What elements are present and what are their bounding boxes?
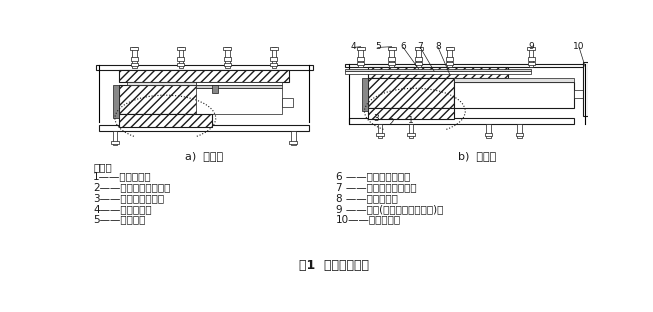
Text: 5——密封环；: 5——密封环；: [93, 215, 146, 225]
Bar: [111, 141, 119, 144]
Bar: [376, 133, 384, 136]
Bar: [454, 78, 574, 82]
Bar: [357, 62, 364, 65]
Bar: [486, 124, 491, 138]
Bar: [224, 63, 231, 66]
Bar: [272, 47, 276, 68]
Bar: [281, 97, 293, 107]
Text: 2: 2: [389, 118, 394, 127]
Bar: [177, 47, 185, 50]
Bar: [377, 124, 382, 138]
Bar: [197, 82, 281, 85]
Text: 4: 4: [350, 42, 356, 51]
Text: 9 ——锚栓(螺栓、套筒和螺杆)；: 9 ——锚栓(螺栓、套筒和螺杆)；: [336, 204, 443, 214]
Bar: [131, 47, 138, 50]
Bar: [409, 124, 413, 138]
Bar: [224, 57, 231, 61]
Bar: [415, 57, 422, 61]
Bar: [574, 90, 583, 97]
Bar: [178, 57, 184, 61]
Bar: [345, 69, 531, 71]
Bar: [529, 47, 534, 67]
Bar: [447, 47, 452, 67]
Text: 2——球面非金属滑板；: 2——球面非金属滑板；: [93, 182, 170, 192]
Bar: [131, 57, 138, 61]
Bar: [127, 82, 197, 85]
Bar: [388, 57, 395, 61]
Bar: [407, 133, 415, 136]
Bar: [178, 63, 184, 66]
Bar: [178, 47, 183, 68]
Bar: [112, 131, 118, 145]
Bar: [368, 78, 454, 108]
Bar: [270, 63, 278, 66]
Bar: [119, 85, 212, 115]
Text: 1——下支座板；: 1——下支座板；: [93, 171, 152, 181]
Bar: [270, 57, 278, 61]
Bar: [119, 115, 212, 127]
Bar: [527, 47, 535, 50]
Bar: [132, 47, 136, 68]
Text: 7: 7: [417, 42, 423, 51]
Bar: [291, 131, 296, 145]
Text: 8 ——球冠衬板；: 8 ——球冠衬板；: [336, 193, 398, 203]
Bar: [270, 47, 278, 50]
Bar: [289, 141, 297, 144]
Bar: [197, 88, 281, 115]
Bar: [389, 47, 394, 67]
Bar: [417, 47, 421, 67]
Bar: [131, 63, 138, 66]
Bar: [528, 57, 535, 61]
Bar: [345, 64, 585, 67]
Bar: [345, 71, 531, 74]
Text: a)  纵桥向: a) 纵桥向: [185, 151, 223, 161]
Bar: [415, 62, 422, 65]
Bar: [362, 78, 368, 110]
Bar: [516, 133, 523, 136]
Text: 8: 8: [436, 42, 441, 51]
Bar: [388, 62, 395, 65]
Text: 7 ——平面非金属滑板；: 7 ——平面非金属滑板；: [336, 182, 417, 192]
Bar: [415, 47, 422, 50]
Bar: [357, 57, 364, 61]
Bar: [99, 125, 309, 131]
Text: 4——上支座板；: 4——上支座板；: [93, 204, 152, 214]
Bar: [583, 62, 588, 116]
Text: 6: 6: [400, 42, 406, 51]
Bar: [357, 47, 364, 50]
Bar: [223, 47, 231, 50]
Text: b)  横桥向: b) 横桥向: [458, 151, 496, 161]
Text: 10: 10: [573, 42, 585, 51]
Text: 10——防尘围板。: 10——防尘围板。: [336, 215, 401, 225]
Bar: [95, 65, 313, 70]
Bar: [197, 85, 281, 88]
Bar: [358, 47, 363, 67]
Bar: [528, 62, 535, 65]
Text: 1: 1: [408, 116, 414, 125]
Bar: [446, 47, 454, 50]
Text: 5: 5: [375, 42, 381, 51]
Text: 3——球面不锈钢板；: 3——球面不锈钢板；: [93, 193, 165, 203]
Bar: [454, 82, 574, 108]
Bar: [368, 108, 454, 119]
Bar: [446, 57, 453, 61]
Bar: [119, 70, 289, 82]
Text: 图1  多向活动支座: 图1 多向活动支座: [299, 259, 370, 271]
Bar: [349, 118, 574, 124]
Bar: [212, 85, 218, 93]
Text: 说明：: 说明：: [93, 162, 112, 172]
Bar: [225, 47, 230, 68]
Bar: [517, 124, 522, 138]
Text: 3: 3: [374, 114, 379, 123]
Bar: [485, 133, 492, 136]
Bar: [446, 62, 453, 65]
Text: 6 ——平面不锈钢板；: 6 ——平面不锈钢板；: [336, 171, 410, 181]
Bar: [368, 67, 508, 78]
Bar: [388, 47, 396, 50]
Text: 9: 9: [528, 42, 534, 51]
Bar: [112, 85, 119, 118]
